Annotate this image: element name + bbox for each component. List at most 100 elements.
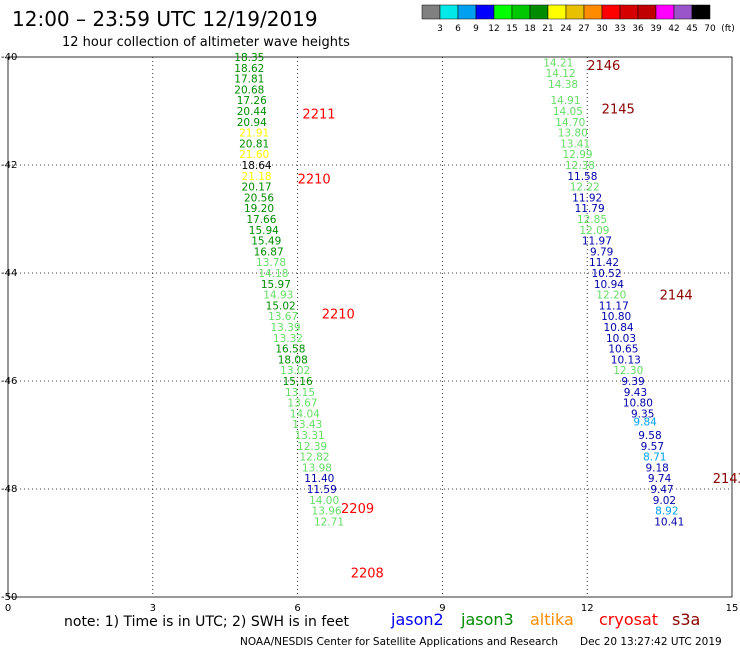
y-tick-label: -48: [1, 484, 17, 495]
wave-height-value: 9.74: [648, 473, 672, 485]
wave-height-value: 8.71: [643, 452, 666, 464]
wave-height-value: 10.13: [611, 354, 641, 366]
wave-height-value: 12.38: [565, 160, 595, 172]
satellite-legend: jason2 jason3 altika cryosat s3a: [390, 610, 700, 629]
colorbar-label: 30: [596, 24, 608, 34]
wave-height-value: 14.05: [553, 106, 583, 118]
wave-height-value: 15.16: [283, 376, 313, 388]
wave-height-value: 12.71: [314, 516, 344, 528]
colorbar-swatch: [637, 4, 657, 20]
colorbar-swatch: [619, 4, 639, 20]
wave-height-value: 10.65: [608, 344, 638, 356]
pass-label: 2210: [298, 173, 331, 188]
colorbar-swatch: [547, 4, 567, 20]
wave-height-value: 9.57: [641, 441, 664, 453]
wave-height-value: 11.40: [304, 473, 334, 485]
x-tick-label: 12: [581, 603, 594, 614]
wave-height-value: 10.52: [591, 268, 621, 280]
wave-height-value: 20.94: [237, 117, 267, 129]
colorbar-swatch: [493, 4, 513, 20]
wave-height-value: 21.60: [239, 149, 269, 161]
wave-height-value: 13.32: [273, 333, 303, 345]
wave-height-value: 13.98: [302, 462, 332, 474]
y-tick-label: -46: [1, 376, 17, 387]
colorbar-label: 6: [455, 24, 461, 34]
wave-height-value: 21.18: [242, 171, 272, 183]
wave-height-value: 13.96: [312, 506, 342, 518]
wave-height-value: 13.15: [285, 387, 315, 399]
footer-credit: NOAA/NESDIS Center for Satellite Applica…: [240, 636, 558, 648]
footer-note: note: 1) Time is in UTC; 2) SWH is in fe…: [64, 614, 350, 630]
wave-height-value: 9.35: [631, 408, 654, 420]
wave-height-value: 16.58: [275, 344, 305, 356]
colorbar-label: 24: [560, 24, 572, 34]
colorbar-label: 27: [578, 24, 589, 34]
wave-height-value: 18.62: [234, 63, 264, 75]
colorbar-label: 12: [488, 24, 499, 34]
wave-height-value: 11.59: [307, 484, 337, 496]
wave-height-value: 16.87: [254, 246, 284, 258]
wave-height-value: 9.79: [590, 246, 613, 258]
plot-area: 0 3 6 9 12 15 -40 -42 -44 -46 -48 -50 18.3518.6217.8…: [1, 52, 740, 614]
wave-height-value: 21.91: [239, 128, 269, 140]
wave-height-value: 14.93: [263, 290, 293, 302]
wave-height-value: 10.80: [623, 398, 653, 410]
wave-height-value: 14.12: [546, 68, 576, 80]
colorbar-swatch: [565, 4, 585, 20]
x-tick-label: 9: [439, 603, 445, 614]
wave-height-value: 12.39: [297, 441, 327, 453]
wave-height-value: 17.66: [246, 214, 276, 226]
colorbar-label: (ft): [721, 24, 735, 34]
wave-height-value: 10.94: [594, 279, 624, 291]
wave-height-value: 10.03: [606, 333, 636, 345]
pass-label: 2210: [322, 308, 355, 323]
pass-label: 2144: [660, 289, 693, 304]
wave-height-value: 12.99: [563, 149, 593, 161]
colorbar-swatch: [529, 4, 549, 20]
wave-height-value: 17.26: [237, 95, 267, 107]
colorbar-label: 18: [524, 24, 536, 34]
footer-timestamp: Dec 20 13:27:42 UTC 2019: [580, 636, 722, 648]
wave-height-value: 13.80: [558, 128, 588, 140]
wave-height-value: 15.94: [249, 225, 279, 237]
colorbar-legend: 3 6 9 12 15 18 21 24 27 30 33 36 39 42 45 70 (ft): [421, 4, 735, 34]
colorbar-label: 45: [686, 24, 697, 34]
colorbar-label: 36: [632, 24, 644, 34]
x-tick-label: 6: [294, 603, 300, 614]
pass-label: 2143: [713, 472, 740, 487]
wave-height-value: 9.39: [621, 376, 644, 388]
wave-height-value: 13.67: [287, 398, 317, 410]
pass-label: 2146: [587, 59, 620, 74]
wave-height-value: 15.97: [261, 279, 291, 291]
colorbar-swatch: [457, 4, 477, 20]
wave-height-value: 20.68: [234, 84, 264, 96]
colorbar-swatch: [673, 4, 693, 20]
wave-height-value: 20.44: [237, 106, 267, 118]
wave-height-value: 15.02: [266, 300, 296, 312]
colorbar-swatch: [583, 4, 603, 20]
wave-height-value: 12.20: [596, 290, 626, 302]
wave-height-value: 13.31: [295, 430, 325, 442]
wave-height-value: 20.17: [242, 182, 272, 194]
wave-height-value: 9.02: [653, 495, 676, 507]
y-tick-label: -42: [1, 160, 17, 171]
wave-height-value: 10.84: [604, 322, 634, 334]
colorbar-swatch: [511, 4, 531, 20]
plot-frame: [7, 56, 733, 598]
colorbar-label: 3: [437, 24, 443, 34]
wave-height-value: 13.02: [280, 365, 310, 377]
wave-height-value: 11.79: [575, 203, 605, 215]
wave-height-value: 20.81: [239, 138, 269, 150]
y-tick-label: -40: [1, 52, 17, 63]
wave-height-value: 9.43: [624, 387, 647, 399]
wave-height-value: 13.78: [256, 257, 286, 269]
colorbar-label: 39: [650, 24, 662, 34]
colorbar-label: 33: [614, 24, 625, 34]
colorbar-label: 9: [473, 24, 479, 34]
satellite-legend-s3a: s3a: [672, 610, 700, 629]
y-tick-label: -44: [1, 268, 17, 279]
wave-height-value: 14.18: [258, 268, 288, 280]
satellite-legend-altika: altika: [530, 610, 574, 629]
wave-height-value: 10.80: [601, 311, 631, 323]
colorbar-swatch: [475, 4, 495, 20]
